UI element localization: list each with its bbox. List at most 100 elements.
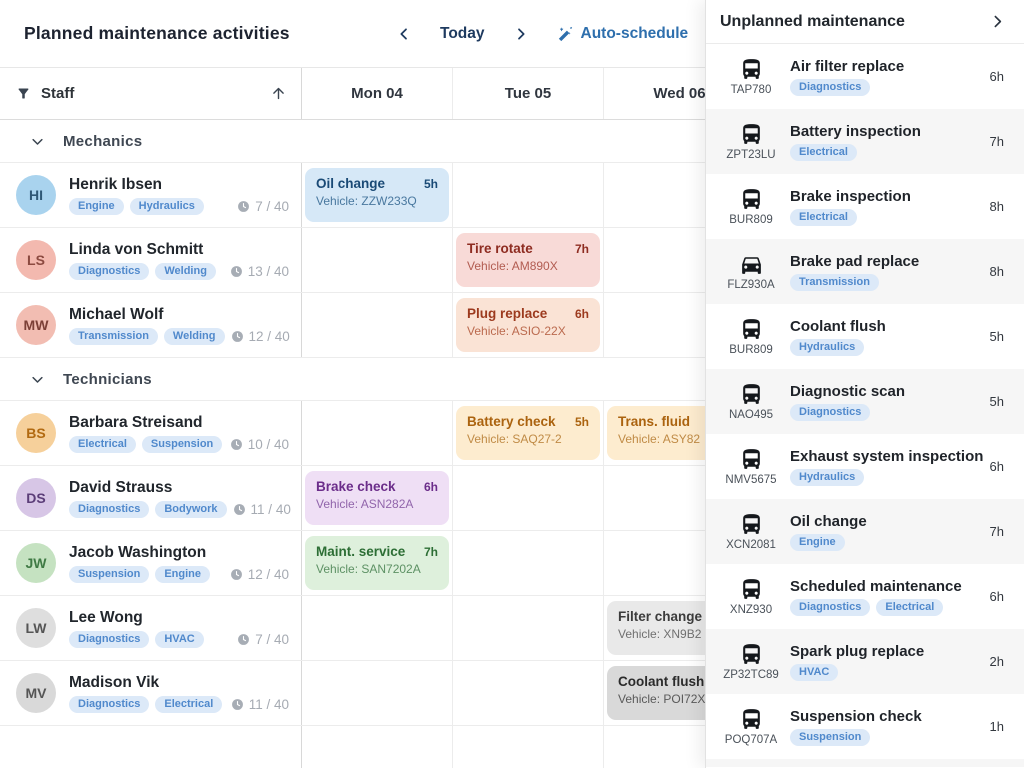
task-card-tire-rotate[interactable]: Tire rotate 7h Vehicle: AM890X (456, 233, 600, 287)
skill-tag: Diagnostics (790, 598, 871, 616)
day-header-wed[interactable]: Wed 06 (653, 85, 706, 102)
skill-tag: Diagnostics (69, 695, 150, 713)
clock-icon (231, 330, 243, 342)
task-card-maint-service[interactable]: Maint. service 7h Vehicle: SAN7202A (305, 536, 449, 590)
skill-tag: Electrical (69, 435, 136, 453)
bus-icon (742, 579, 760, 599)
task-card-battery-check[interactable]: Battery check 5h Vehicle: SAQ27-2 (456, 406, 600, 460)
auto-schedule-button[interactable]: Auto-schedule (557, 25, 688, 43)
staff-name: David Strauss (69, 478, 173, 496)
staff-name: Barbara Streisand (69, 413, 203, 431)
task-duration: 2h (989, 654, 1004, 669)
unplanned-task-scheduled-maintenance[interactable]: XNZ930 Scheduled maintenance Diagnostics… (706, 564, 1024, 629)
today-button[interactable]: Today (440, 25, 485, 42)
unplanned-task-brake-inspection[interactable]: BUR809 Brake inspection Electrical 8h (706, 174, 1024, 239)
skill-tag: Transmission (69, 327, 158, 345)
staff-member[interactable]: LS Linda von Schmitt Diagnostics Welding… (0, 228, 301, 292)
next-day-button[interactable] (509, 22, 533, 46)
group-toggle-technicians[interactable]: Technicians (0, 358, 1024, 400)
task-card-brake-check[interactable]: Brake check 6h Vehicle: ASN282A (305, 471, 449, 525)
skill-tag: Suspension (790, 728, 871, 746)
unplanned-task-title: Suspension check (790, 707, 922, 725)
unplanned-task-coolant-flush[interactable]: BUR809 Coolant flush Hydraulics 5h (706, 304, 1024, 369)
vehicle-id: FLZ930A (727, 279, 775, 291)
task-title: Trans. fluid (618, 414, 691, 429)
task-duration: 5h (989, 329, 1004, 344)
task-card-plug-replace[interactable]: Plug replace 6h Vehicle: ASIO-22X (456, 298, 600, 352)
task-vehicle: Vehicle: ASY82 (618, 432, 701, 446)
staff-member[interactable]: MW Michael Wolf Transmission Welding 12 … (0, 293, 301, 357)
staff-member[interactable]: JW Jacob Washington Suspension Engine 12… (0, 531, 301, 595)
page-title: Planned maintenance activities (24, 23, 290, 43)
unplanned-task-exhaust-system-inspection[interactable]: NMV5675 Exhaust system inspection Hydrau… (706, 434, 1024, 499)
skill-tag: HVAC (155, 630, 204, 648)
date-navigation: Today Auto-schedule (392, 0, 688, 68)
day-cell (302, 228, 453, 292)
bus-icon (742, 384, 760, 404)
day-cell (453, 466, 604, 530)
unplanned-task-air-filter-replace[interactable]: TAP780 Air filter replace Diagnostics 6h (706, 44, 1024, 109)
filter-icon[interactable] (16, 86, 31, 101)
day-cell (453, 661, 604, 725)
clock-icon (238, 633, 250, 645)
day-cell (302, 401, 453, 465)
car-icon (741, 257, 761, 274)
unplanned-task-suspension-check[interactable]: POQ707A Suspension check Suspension 1h (706, 694, 1024, 759)
avatar: JW (16, 543, 56, 583)
unplanned-task-diagnostic-scan[interactable]: NAO495 Diagnostic scan Diagnostics 5h (706, 369, 1024, 434)
bus-icon (742, 124, 760, 144)
staff-member[interactable]: BS Barbara Streisand Electrical Suspensi… (0, 401, 301, 465)
unplanned-task-spark-plug-replace[interactable]: ZP32TC89 Spark plug replace HVAC 2h (706, 629, 1024, 694)
staff-member[interactable]: MV Madison Vik Diagnostics Electrical 11… (0, 661, 301, 725)
hours-indicator: 13 / 40 (230, 264, 289, 279)
task-vehicle: Vehicle: ASIO-22X (467, 324, 566, 338)
unplanned-task-battery-inspection[interactable]: ZPT23LU Battery inspection Electrical 7h (706, 109, 1024, 174)
skill-tag: Diagnostics (69, 630, 150, 648)
staff-member[interactable]: DS David Strauss Diagnostics Bodywork 11… (0, 466, 301, 530)
collapse-panel-button[interactable] (989, 13, 1006, 30)
avatar: LW (16, 608, 56, 648)
day-cell: Battery check 5h Vehicle: SAQ27-2 (453, 401, 604, 465)
task-duration: 5h (574, 415, 589, 429)
column-header-row: Staff Mon 04 Tue 05 Wed 06 (0, 68, 1024, 120)
day-header-mon[interactable]: Mon 04 (302, 68, 453, 119)
day-header-tue[interactable]: Tue 05 (453, 68, 604, 119)
day-cell: Brake check 6h Vehicle: ASN282A (302, 466, 453, 530)
unplanned-task-oil-change[interactable]: XCN2081 Oil change Engine 7h (706, 499, 1024, 564)
arrow-up-icon (273, 87, 284, 100)
bus-icon (742, 514, 760, 534)
skill-tag: Hydraulics (790, 338, 865, 356)
vehicle-id: ZP32TC89 (723, 669, 779, 681)
staff-column-header: Staff (0, 68, 302, 119)
staff-name: Henrik Ibsen (69, 175, 163, 193)
task-card-oil-change[interactable]: Oil change 5h Vehicle: ZZW233Q (305, 168, 449, 222)
skill-tag: Transmission (790, 273, 879, 291)
unplanned-task-title: Diagnostic scan (790, 382, 906, 400)
skill-tag: Diagnostics (790, 78, 871, 96)
chevron-down-icon (32, 376, 43, 383)
clock-icon (230, 568, 242, 580)
clock-icon (238, 200, 250, 212)
avatar: MW (16, 305, 56, 345)
staff-member[interactable]: HI Henrik Ibsen Engine Hydraulics 7 / 40 (0, 163, 301, 227)
vehicle-id: ZPT23LU (726, 149, 776, 161)
task-duration: 8h (989, 264, 1004, 279)
vehicle-id: NMV5675 (725, 474, 777, 486)
unplanned-task-brake-pad-replace[interactable]: FLZ930A Brake pad replace Transmission 8… (706, 239, 1024, 304)
prev-day-button[interactable] (392, 22, 416, 46)
skill-tag: Suspension (141, 435, 223, 453)
skill-tag: Diagnostics (69, 262, 150, 280)
skill-tag: Hydraulics (129, 197, 204, 215)
bus-icon (742, 449, 760, 469)
empty-row (0, 726, 1024, 768)
skill-tag: Diagnostics (69, 500, 150, 518)
panel-header: Unplanned maintenance (706, 0, 1024, 44)
staff-name: Jacob Washington (69, 543, 207, 561)
group-toggle-mechanics[interactable]: Mechanics (0, 120, 1024, 162)
staff-name: Lee Wong (69, 608, 143, 626)
staff-member[interactable]: LW Lee Wong Diagnostics HVAC 7 / 40 (0, 596, 301, 660)
chevron-left-icon (400, 28, 407, 40)
sort-button[interactable] (270, 85, 287, 102)
unplanned-maintenance-panel: Unplanned maintenance TAP780 Air filter … (705, 0, 1024, 768)
